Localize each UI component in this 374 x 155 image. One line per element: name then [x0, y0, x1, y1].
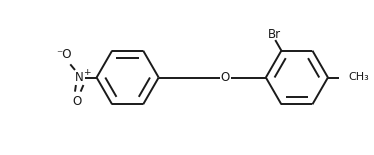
Text: O: O [221, 71, 230, 84]
Text: O: O [72, 95, 82, 108]
Text: Br: Br [268, 28, 281, 41]
Text: N: N [75, 71, 84, 84]
Text: +: + [83, 68, 91, 77]
Text: ⁻O: ⁻O [56, 48, 71, 61]
Text: CH₃: CH₃ [349, 73, 370, 82]
